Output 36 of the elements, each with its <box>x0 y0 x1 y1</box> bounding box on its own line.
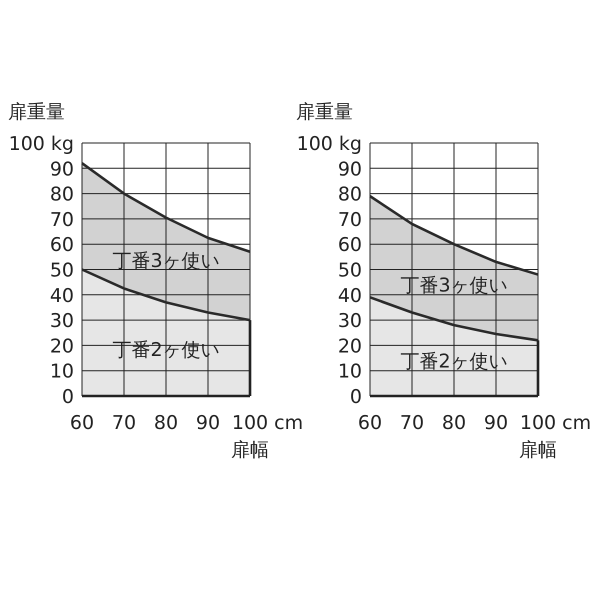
y-tick-label: 0 <box>350 386 362 408</box>
y-tick-label: 90 <box>50 158 74 180</box>
y-tick-label: 80 <box>50 184 74 206</box>
x-tick-label: 80 <box>442 412 466 434</box>
y-tick-label: 70 <box>50 208 74 231</box>
y-tick-label: 70 <box>338 208 362 231</box>
y-tick-label: 80 <box>338 184 362 206</box>
y-axis-title: 扉重量 <box>296 101 353 123</box>
y-tick-label: 60 <box>338 234 362 256</box>
x-tick-label: 80 <box>154 412 178 434</box>
y-tick-label: 20 <box>50 335 74 358</box>
x-tick-label: 60 <box>358 412 382 434</box>
y-tick-label: 30 <box>338 310 362 332</box>
x-tick-label: 100 cm <box>520 412 592 434</box>
x-tick-label: 100 cm <box>232 412 304 434</box>
y-tick-label: 30 <box>50 310 74 332</box>
y-tick-label: 50 <box>338 260 362 282</box>
y-tick-label: 100 kg <box>8 133 74 155</box>
x-tick-label: 70 <box>400 412 424 434</box>
y-tick-label: 10 <box>338 360 362 383</box>
x-tick-label: 60 <box>70 412 94 434</box>
y-tick-label: 0 <box>62 386 74 408</box>
y-tick-label: 40 <box>50 284 74 307</box>
y-tick-label: 10 <box>50 360 74 383</box>
y-tick-label: 100 kg <box>296 133 362 155</box>
y-axis-title: 扉重量 <box>8 101 65 123</box>
y-tick-label: 60 <box>50 234 74 256</box>
x-tick-label: 90 <box>196 412 220 434</box>
x-tick-label: 70 <box>112 412 136 434</box>
y-tick-label: 50 <box>50 260 74 282</box>
x-axis-title: 扉幅 <box>519 439 557 461</box>
x-tick-label: 90 <box>484 412 508 434</box>
y-tick-label: 40 <box>338 284 362 307</box>
y-tick-label: 90 <box>338 158 362 180</box>
y-tick-label: 20 <box>338 335 362 358</box>
x-axis-title: 扉幅 <box>231 439 269 461</box>
